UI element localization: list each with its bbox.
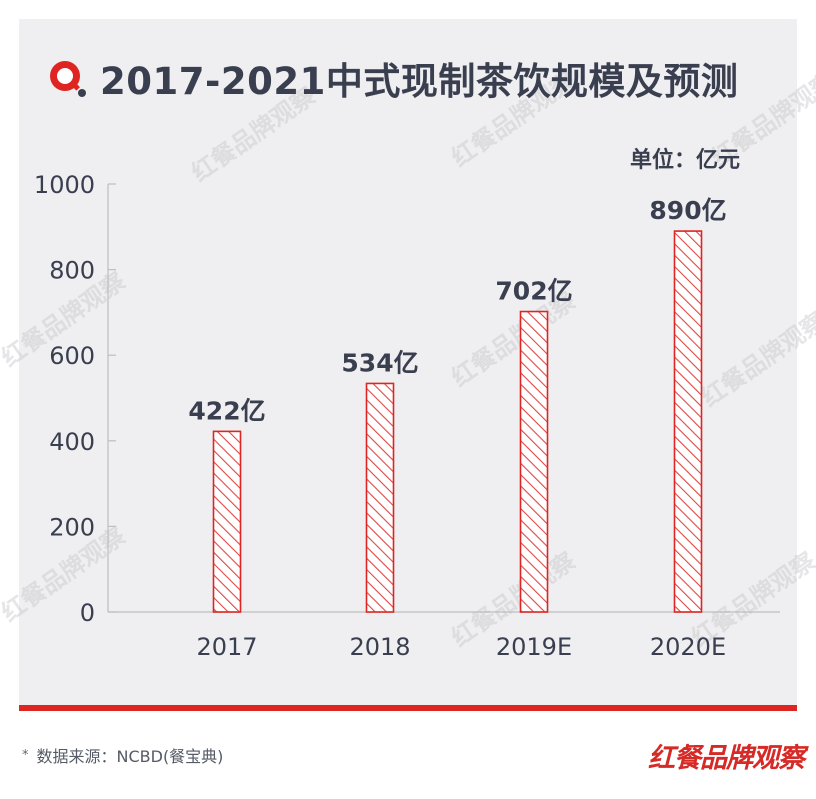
page-title: 2017-2021中式现制茶饮规模及预测	[100, 60, 739, 103]
y-tick-label: 400	[49, 428, 95, 456]
x-tick-label: 2020E	[650, 633, 726, 661]
bottom-accent-line	[19, 705, 797, 711]
bar-2020E	[673, 230, 703, 613]
footnote-star: *	[22, 747, 29, 763]
data-label: 890亿	[649, 196, 726, 225]
source-note: * 数据来源：NCBD(餐宝典)	[22, 743, 223, 767]
x-tick-label: 2019E	[496, 633, 572, 661]
y-tick-label: 200	[49, 513, 95, 541]
y-tick-label: 0	[80, 599, 95, 627]
search-logo-icon	[50, 61, 86, 97]
y-tick-label: 1000	[34, 171, 95, 199]
data-label: 534亿	[341, 348, 418, 377]
brand-logo: 红餐品牌观察	[648, 743, 805, 774]
chart-card	[19, 19, 797, 709]
data-label: 702亿	[495, 277, 572, 306]
x-tick-label: 2018	[349, 633, 410, 661]
x-tick-label: 2017	[196, 633, 257, 661]
y-tick-label: 800	[49, 257, 95, 285]
title-row: 2017-2021中式现制茶饮规模及预测	[46, 50, 738, 106]
y-tick-label: 600	[49, 342, 95, 370]
data-label: 422亿	[188, 396, 265, 425]
bar-2019E	[519, 310, 549, 613]
source-text: 数据来源：NCBD(餐宝典)	[36, 747, 224, 766]
unit-label: 单位：亿元	[630, 148, 741, 173]
bar-2018	[365, 382, 395, 613]
bar-2017	[212, 430, 242, 613]
